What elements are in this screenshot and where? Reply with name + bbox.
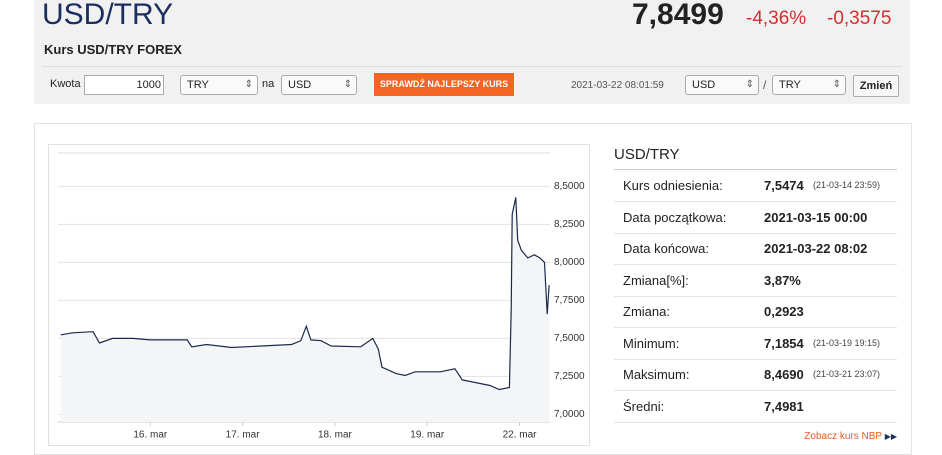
stat-value: 7,5474 xyxy=(764,178,804,193)
x-tick-label: 22. mar xyxy=(503,430,538,441)
stat-row: Data początkowa: 2021-03-15 00:00 xyxy=(614,202,897,234)
stat-note: (21-03-21 23:07) xyxy=(813,369,881,379)
stat-label: Średni: xyxy=(623,398,665,414)
stat-label: Data początkowa: xyxy=(623,209,727,225)
stat-note: (21-03-14 23:59) xyxy=(813,180,881,190)
pair-title: USD/TRY xyxy=(42,0,174,31)
x-tick-label: 17. mar xyxy=(226,430,261,441)
stats-rule xyxy=(614,169,897,170)
stat-label: Data końcowa: xyxy=(623,241,709,256)
from-select[interactable]: TRY xyxy=(180,75,258,95)
arrow-icon: ▶▶ xyxy=(884,432,897,441)
switch-button[interactable]: Zmień xyxy=(853,75,899,97)
nbp-link[interactable]: Zobacz kurs NBP ▶▶ xyxy=(804,431,897,442)
stat-label: Zmiana: xyxy=(623,304,670,319)
stat-value: 7,1854 xyxy=(764,335,804,351)
amount-label: Kwota xyxy=(50,78,81,90)
stat-row: Data końcowa: 2021-03-22 08:02 xyxy=(614,233,897,265)
stat-row: Kurs odniesienia: 7,5474 (21-03-14 23:59) xyxy=(614,170,897,202)
y-tick-label: 7,2500 xyxy=(554,371,585,382)
stat-label: Kurs odniesienia: xyxy=(623,178,723,193)
change-pct: -4,36% xyxy=(746,8,807,29)
stat-row: Średni: 7,4981 xyxy=(614,391,897,423)
price-line xyxy=(60,197,550,391)
stat-value: 2021-03-22 08:02 xyxy=(764,241,868,256)
best-rate-button[interactable]: SPRAWDŹ NAJLEPSZY KURS xyxy=(374,73,514,96)
y-tick-label: 8,0000 xyxy=(554,257,585,268)
stats-title: USD/TRY xyxy=(614,146,680,163)
nbp-link-text[interactable]: Zobacz kurs NBP xyxy=(804,431,882,442)
stat-label: Maksimum: xyxy=(623,367,690,382)
y-tick-label: 8,2500 xyxy=(554,219,585,230)
stat-label: Minimum: xyxy=(623,335,680,351)
y-tick-label: 7,5000 xyxy=(554,333,585,344)
stat-value: 2021-03-15 00:00 xyxy=(764,209,868,225)
to-label: na xyxy=(262,78,275,90)
x-tick-label: 18. mar xyxy=(318,430,353,441)
change: -0,3575 xyxy=(827,8,892,29)
stat-label: Zmiana[%]: xyxy=(623,272,689,288)
separator: / xyxy=(763,78,767,92)
stat-note: (21-03-19 19:15) xyxy=(813,337,881,348)
stat-value: 0,2923 xyxy=(764,304,804,319)
amount-input[interactable]: 1000 xyxy=(84,75,164,95)
stat-value: 7,4981 xyxy=(764,398,804,414)
area xyxy=(60,197,550,422)
stat-row: Zmiana: 0,2923 xyxy=(614,296,897,328)
y-tick-label: 8,5000 xyxy=(554,181,585,192)
stat-row: Minimum: 7,1854 (21-03-19 19:15) xyxy=(614,328,897,360)
y-tick-label: 7,0000 xyxy=(554,409,585,420)
quote-select[interactable]: TRY xyxy=(772,75,846,95)
x-tick-label: 19. mar xyxy=(410,430,445,441)
chart: 7,0000 7,2500 7,5000 7,7500 8,0000 8,2500 8,50… xyxy=(58,152,585,441)
timestamp: 2021-03-22 08:01:59 xyxy=(571,80,664,91)
base-select[interactable]: USD xyxy=(685,75,759,95)
stat-row: Maksimum: 8,4690 (21-03-21 23:07) xyxy=(614,359,897,391)
stat-row: Zmiana[%]: 3,87% xyxy=(614,265,897,297)
y-tick-label: 7,7500 xyxy=(554,295,585,306)
price: 7,8499 xyxy=(632,0,724,31)
stat-value: 3,87% xyxy=(764,272,801,288)
x-tick-label: 16. mar xyxy=(133,430,168,441)
subtitle: Kurs USD/TRY FOREX xyxy=(44,42,182,57)
divider xyxy=(42,66,902,67)
stat-value: 8,4690 xyxy=(764,367,804,382)
to-select[interactable]: USD xyxy=(281,75,357,95)
